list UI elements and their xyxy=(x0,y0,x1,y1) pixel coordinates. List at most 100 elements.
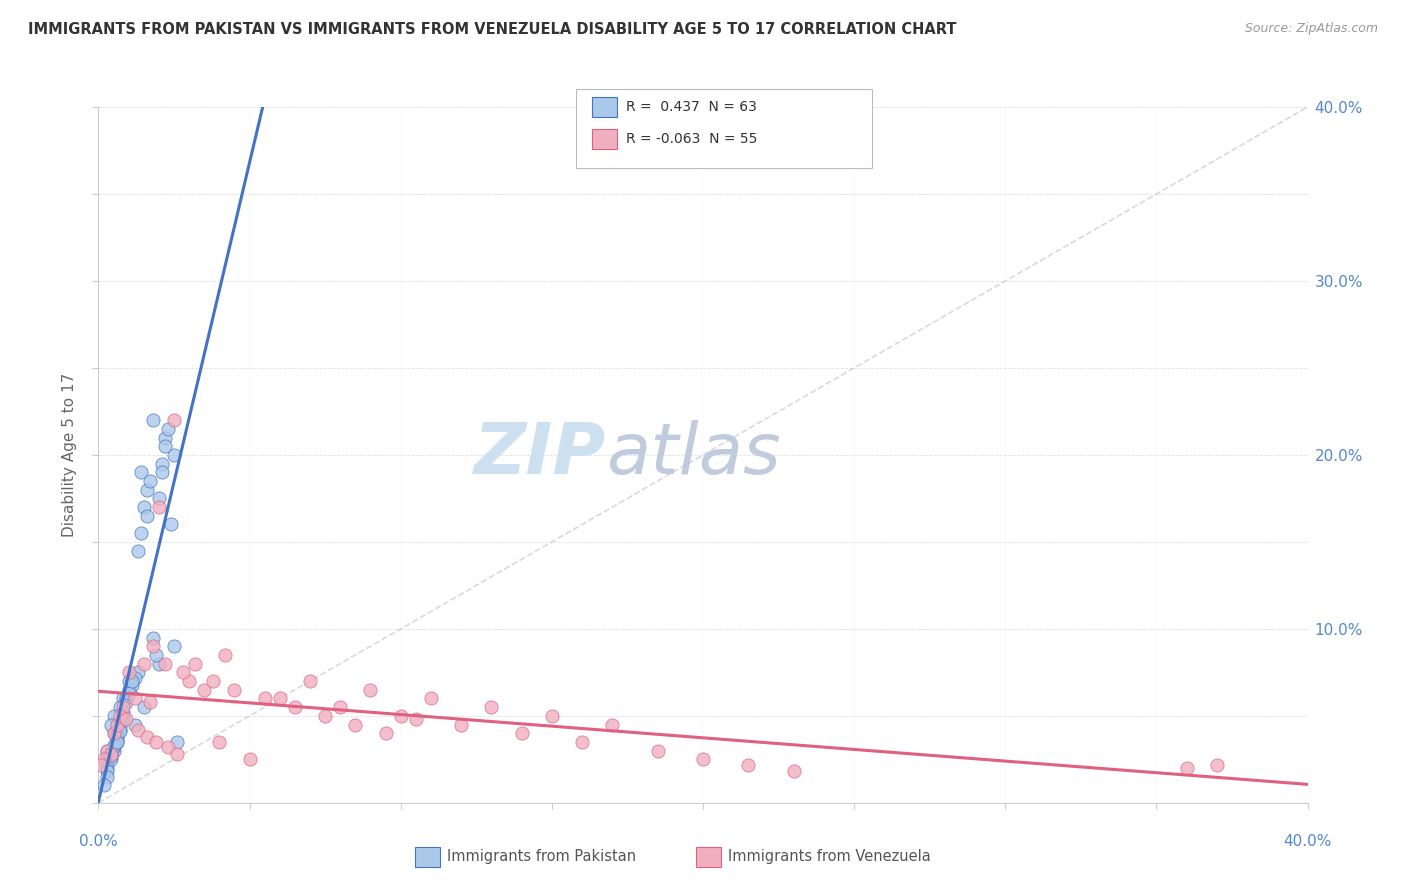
Point xyxy=(96,764,118,779)
Point xyxy=(1175,761,1198,775)
Point xyxy=(214,648,236,662)
Point xyxy=(163,448,186,462)
Point xyxy=(121,674,143,689)
Point xyxy=(148,500,170,514)
Point xyxy=(111,706,134,720)
Point xyxy=(450,717,472,731)
Point xyxy=(108,723,131,737)
Point xyxy=(114,691,136,706)
Point xyxy=(224,682,246,697)
Point xyxy=(105,735,128,749)
Point xyxy=(105,735,128,749)
Point xyxy=(108,724,131,739)
Point xyxy=(96,757,118,772)
Text: 40.0%: 40.0% xyxy=(1284,834,1331,849)
Point xyxy=(132,500,155,514)
Point xyxy=(93,752,115,766)
Point xyxy=(360,682,382,697)
Text: 0.0%: 0.0% xyxy=(79,834,118,849)
Point xyxy=(299,674,322,689)
Point xyxy=(118,674,141,689)
Point xyxy=(135,730,157,744)
Point xyxy=(111,700,134,714)
Text: R = -0.063  N = 55: R = -0.063 N = 55 xyxy=(626,132,756,146)
Text: Immigrants from Pakistan: Immigrants from Pakistan xyxy=(447,849,637,863)
Point xyxy=(124,691,146,706)
Point xyxy=(132,657,155,671)
Point xyxy=(105,733,128,747)
Point xyxy=(163,639,186,653)
Point xyxy=(692,752,714,766)
Point xyxy=(124,717,146,731)
Point xyxy=(100,717,122,731)
Point xyxy=(114,695,136,709)
Point xyxy=(96,761,118,775)
Point xyxy=(153,439,176,453)
Point xyxy=(510,726,533,740)
Point xyxy=(96,752,118,766)
Text: IMMIGRANTS FROM PAKISTAN VS IMMIGRANTS FROM VENEZUELA DISABILITY AGE 5 TO 17 COR: IMMIGRANTS FROM PAKISTAN VS IMMIGRANTS F… xyxy=(28,22,956,37)
Point xyxy=(103,739,125,753)
Point xyxy=(269,691,291,706)
Point xyxy=(100,747,122,761)
Y-axis label: Disability Age 5 to 17: Disability Age 5 to 17 xyxy=(62,373,77,537)
Point xyxy=(135,508,157,523)
Point xyxy=(105,717,128,731)
Point xyxy=(481,700,503,714)
Point xyxy=(156,740,179,755)
Point xyxy=(103,744,125,758)
Point xyxy=(121,677,143,691)
Point xyxy=(127,543,149,558)
Point xyxy=(103,726,125,740)
Point xyxy=(389,708,412,723)
Point xyxy=(145,648,167,662)
Point xyxy=(284,700,307,714)
Point xyxy=(142,413,165,427)
Point xyxy=(160,517,183,532)
Point xyxy=(405,712,427,726)
Point xyxy=(737,757,759,772)
Point xyxy=(166,735,188,749)
Point xyxy=(118,665,141,680)
Point xyxy=(139,695,162,709)
Point xyxy=(163,413,186,427)
Point xyxy=(108,708,131,723)
Point xyxy=(100,752,122,766)
Point xyxy=(142,631,165,645)
Point xyxy=(100,748,122,763)
Text: R =  0.437  N = 63: R = 0.437 N = 63 xyxy=(626,100,756,114)
Point xyxy=(111,691,134,706)
Point xyxy=(127,723,149,737)
Point xyxy=(150,457,173,471)
Point xyxy=(329,700,352,714)
Point xyxy=(118,682,141,697)
Point xyxy=(156,422,179,436)
Point xyxy=(208,735,231,749)
Point xyxy=(142,639,165,653)
Point xyxy=(571,735,593,749)
Point xyxy=(108,719,131,733)
Point xyxy=(129,466,152,480)
Point xyxy=(166,747,188,761)
Point xyxy=(150,466,173,480)
Point xyxy=(135,483,157,497)
Point xyxy=(90,757,112,772)
Point xyxy=(153,657,176,671)
Point xyxy=(344,717,367,731)
Text: ZIP: ZIP xyxy=(474,420,606,490)
Point xyxy=(148,491,170,506)
Point xyxy=(127,665,149,680)
Point xyxy=(118,686,141,700)
Point xyxy=(108,700,131,714)
Point xyxy=(105,730,128,744)
Point xyxy=(118,682,141,697)
Point xyxy=(96,744,118,758)
Point xyxy=(540,708,562,723)
Point xyxy=(184,657,207,671)
Point xyxy=(179,674,201,689)
Point xyxy=(193,682,215,697)
Point xyxy=(103,740,125,755)
Point xyxy=(139,474,162,488)
Text: Immigrants from Venezuela: Immigrants from Venezuela xyxy=(728,849,931,863)
Point xyxy=(124,671,146,685)
